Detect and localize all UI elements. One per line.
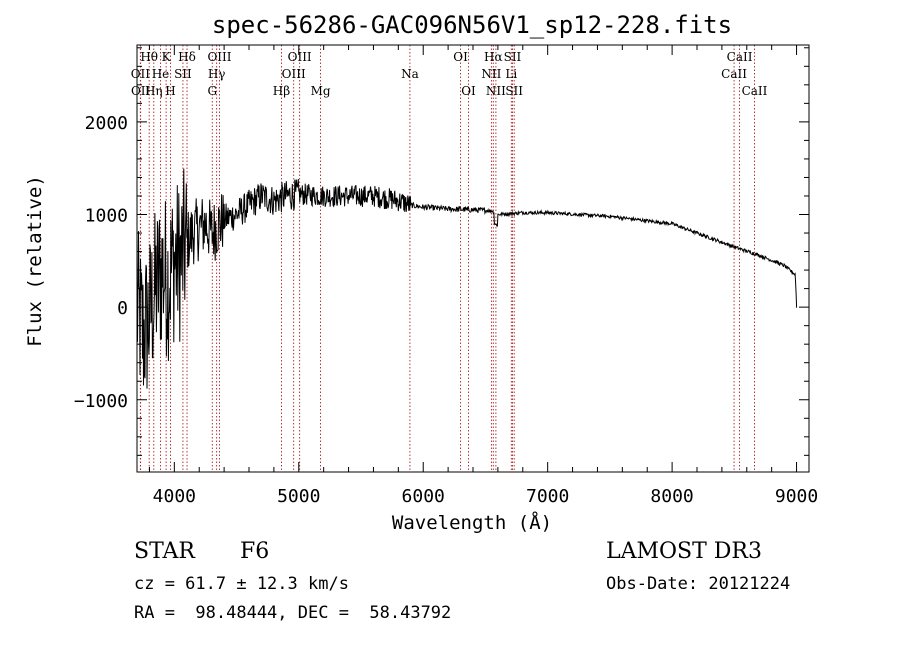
x-tick-label: 8000 — [650, 486, 693, 507]
x-tick-label: 4000 — [153, 486, 196, 507]
spectral-line-label: OIII — [207, 50, 231, 64]
x-tick-label: 7000 — [526, 486, 569, 507]
spectral-line-label: G — [207, 84, 217, 98]
survey-label: LAMOST DR3 — [606, 539, 762, 564]
spectrum-layer — [136, 168, 798, 389]
y-tick-label: 0 — [117, 298, 128, 319]
spectral-line-label: OII — [131, 67, 151, 81]
spectral-line-labels: Hθ OII OII K He Hη SII H Hδ OIII Hγ G Hβ OIII OIII Mg Na… — [131, 50, 768, 98]
y-axis-label: Flux (relative) — [24, 175, 46, 347]
plot-frame — [136, 44, 810, 473]
x-tick-label: 9000 — [775, 486, 818, 507]
spectral-line-label: Hγ — [208, 67, 226, 81]
spectral-line-label: Hδ — [178, 50, 196, 64]
x-axis-label: Wavelength (Å) — [392, 511, 552, 534]
spectral-line-label: OIII — [288, 50, 312, 64]
redshift-label: cz = 61.7 ± 12.3 km/s — [134, 574, 349, 594]
spectral-line-label: NII — [481, 67, 501, 81]
spectrum-line — [136, 168, 798, 389]
y-axis-ticks: −1000 0 1000 2000 — [74, 47, 809, 456]
coordinates-label: RA = 98.48444, DEC = 58.43792 — [134, 603, 452, 623]
obs-date-label: Obs-Date: 20121224 — [606, 574, 791, 594]
x-tick-label: 6000 — [402, 486, 445, 507]
spectral-line-label: NII — [486, 84, 506, 98]
spectral-line-label: OI — [461, 84, 476, 98]
spectral-line-label: SII — [504, 50, 522, 64]
y-tick-label: 2000 — [85, 113, 128, 134]
spectral-line-label: Na — [401, 67, 419, 81]
spectral-line-label: Hα — [484, 50, 503, 64]
spectral-line-label: CaII — [727, 50, 753, 64]
class-label: STAR — [134, 539, 195, 564]
spectral-line-label: OIII — [282, 67, 306, 81]
spectral-line-label: CaII — [742, 84, 768, 98]
spectral-line-label: He — [152, 67, 170, 81]
spectral-line-label: H — [165, 84, 175, 98]
spectral-line-label: Li — [505, 67, 517, 81]
spectral-line-label: OI — [453, 50, 468, 64]
spectral-line-label: Hβ — [273, 84, 290, 98]
spectral-line-label: SII — [505, 84, 523, 98]
spectral-line-label: Mg — [311, 84, 331, 98]
spectral-line-label: CaII — [721, 67, 747, 81]
y-tick-label: −1000 — [74, 391, 128, 412]
spectral-line-label: Hη — [145, 84, 163, 98]
spectral-line-markers — [139, 45, 755, 472]
spectral-line-label: Hθ — [140, 50, 158, 64]
spectral-line-label: K — [162, 50, 172, 64]
y-tick-label: 1000 — [85, 206, 128, 227]
subclass-label: F6 — [240, 539, 270, 564]
x-tick-label: 5000 — [277, 486, 320, 507]
spectral-line-label: SII — [174, 67, 192, 81]
chart-title: spec-56286-GAC096N56V1_sp12-228.fits — [212, 11, 732, 39]
x-axis-ticks: 4000 5000 6000 7000 8000 9000 — [148, 45, 818, 507]
spectral-line-label: OII — [131, 84, 151, 98]
